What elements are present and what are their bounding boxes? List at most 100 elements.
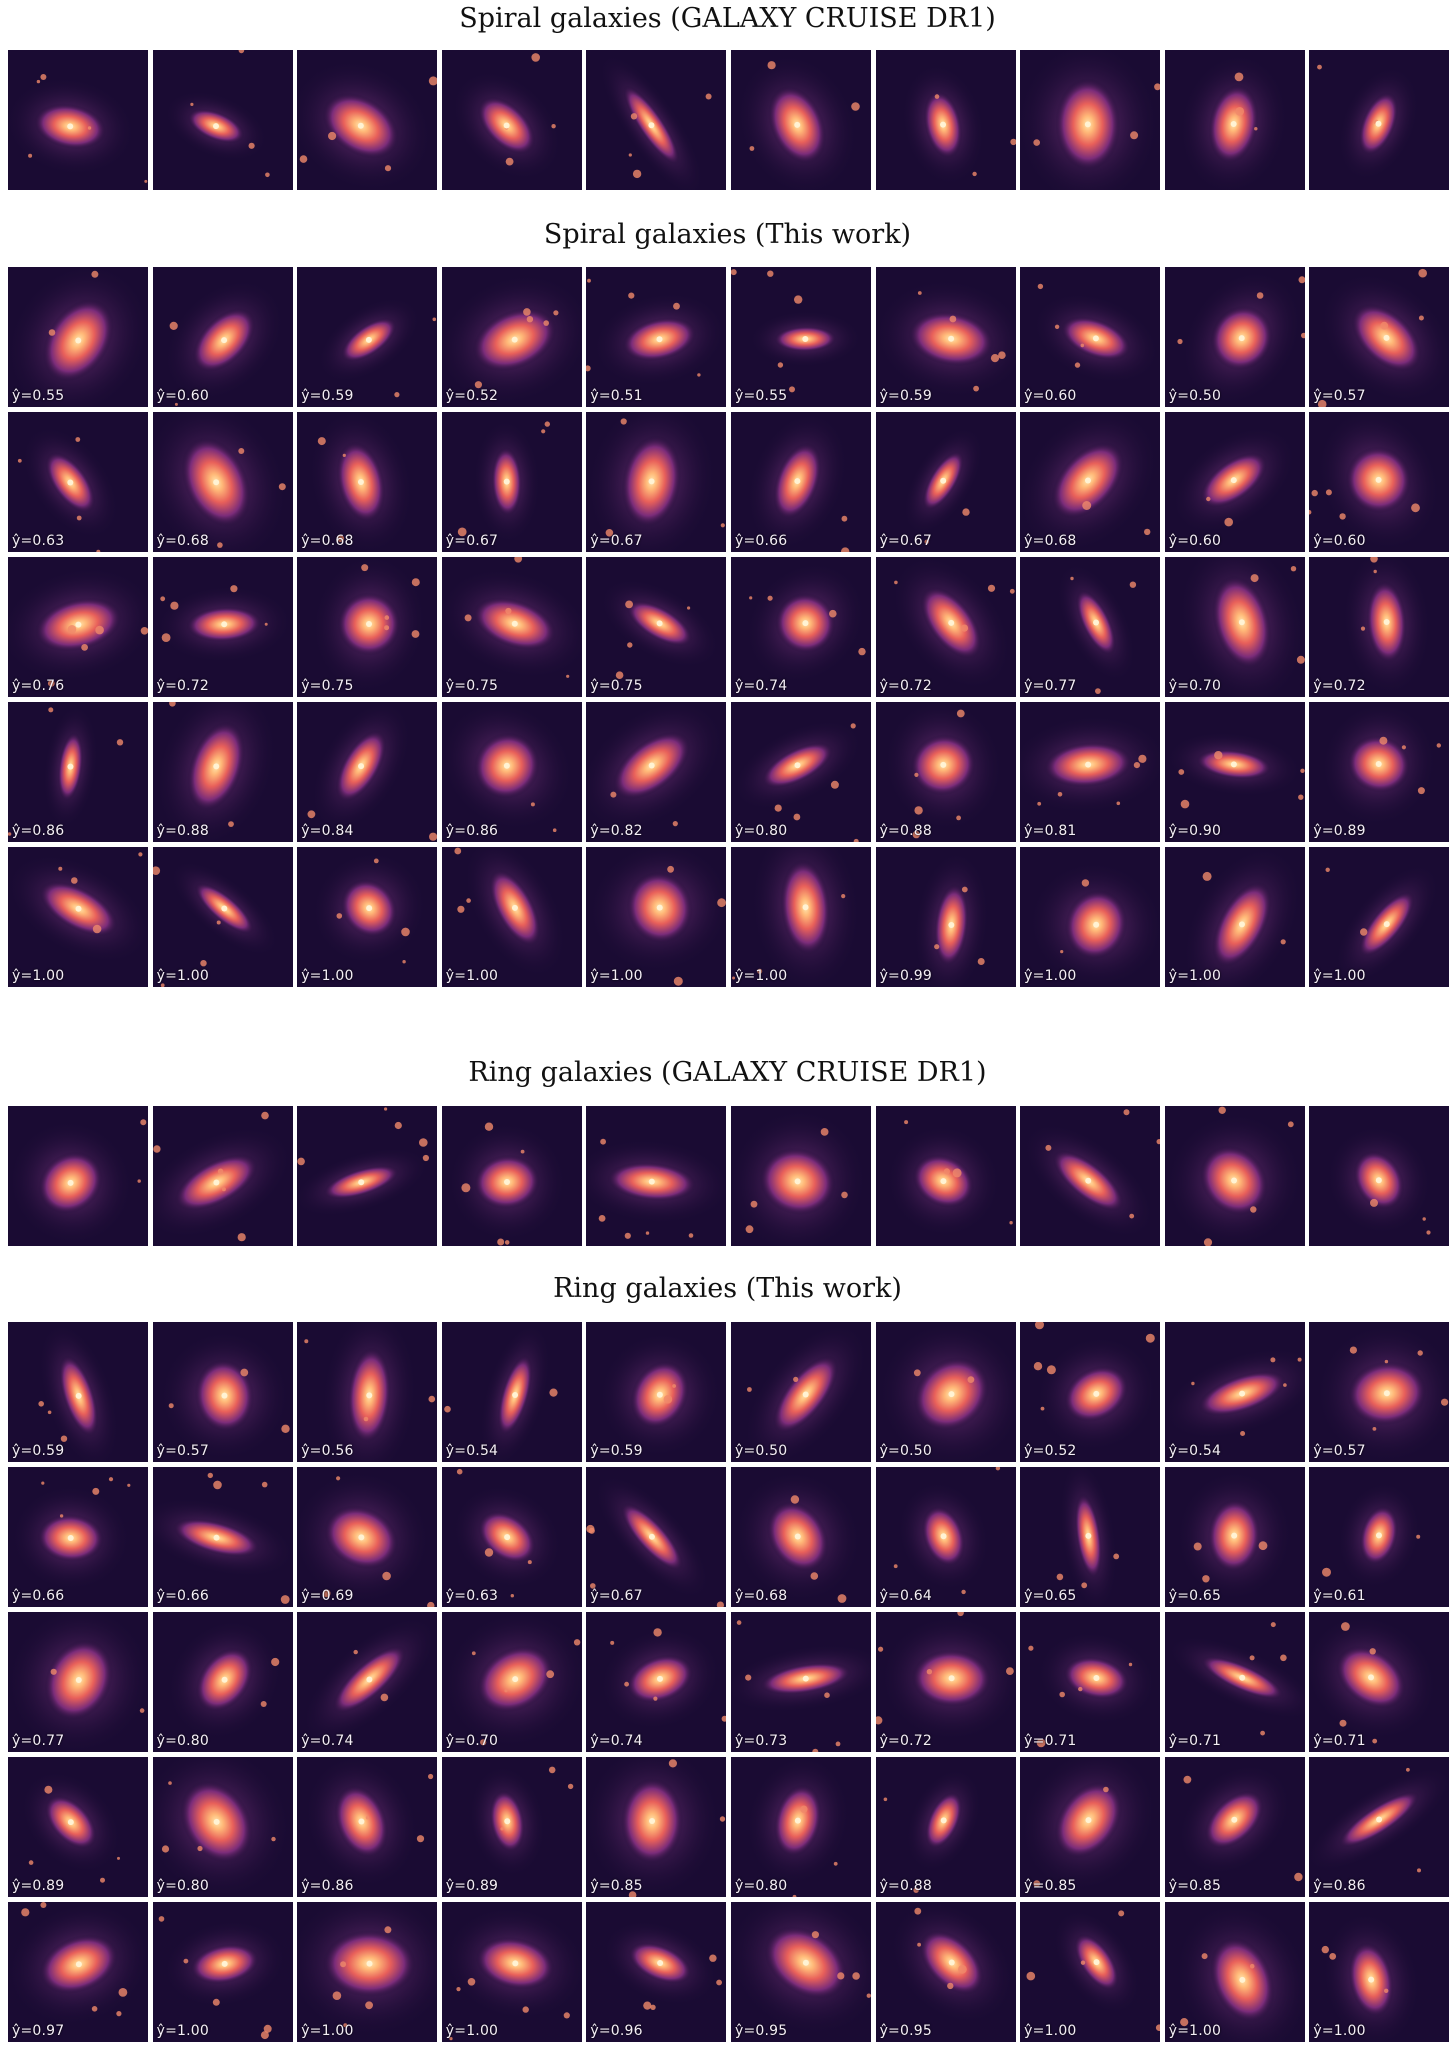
galaxy-image-tile: ŷ=0.95 (875, 1902, 1016, 2042)
galaxy-image (297, 1106, 438, 1246)
section-title-ring-this-work: Ring galaxies (This work) (553, 1273, 902, 1304)
galaxy-image-tile: ŷ=0.55 (8, 267, 148, 407)
prediction-score-label: ŷ=0.67 (445, 533, 499, 549)
galaxy-image-tile: ŷ=0.82 (586, 702, 727, 842)
prediction-score-label: ŷ=0.70 (445, 1733, 499, 1749)
prediction-score-label: ŷ=0.51 (590, 388, 643, 404)
galaxy-image (152, 1467, 293, 1607)
galaxy-image-tile (1020, 50, 1161, 190)
prediction-score-label: ŷ=0.68 (1024, 533, 1077, 549)
galaxy-image-tile: ŷ=0.66 (152, 1467, 293, 1607)
galaxy-image-tile: ŷ=0.88 (152, 702, 293, 842)
galaxy-image (441, 847, 582, 987)
galaxy-image-tile: ŷ=1.00 (441, 847, 582, 987)
galaxy-image (1020, 1106, 1161, 1246)
galaxy-image (1020, 412, 1161, 552)
galaxy-image-tile: ŷ=0.97 (8, 1902, 148, 2042)
galaxy-image-tile: ŷ=0.72 (1309, 557, 1450, 697)
galaxy-image-tile: ŷ=0.75 (586, 557, 727, 697)
galaxy-image-tile: ŷ=0.59 (297, 267, 438, 407)
galaxy-image-tile: ŷ=0.65 (1164, 1467, 1305, 1607)
galaxy-image-tile: ŷ=0.52 (441, 267, 582, 407)
galaxy-image (297, 1757, 438, 1897)
prediction-score-label: ŷ=0.77 (12, 1733, 65, 1749)
galaxy-image-tile: ŷ=0.60 (1164, 412, 1305, 552)
galaxy-image (1164, 1612, 1305, 1752)
grid-ring-dr1 (8, 1106, 1450, 1246)
galaxy-image-tile: ŷ=0.66 (730, 412, 871, 552)
prediction-score-label: ŷ=0.65 (1024, 1588, 1077, 1604)
prediction-score-label: ŷ=0.77 (1024, 678, 1077, 694)
prediction-score-label: ŷ=0.72 (879, 1733, 932, 1749)
prediction-score-label: ŷ=0.67 (590, 533, 643, 549)
galaxy-image-tile: ŷ=0.80 (730, 702, 871, 842)
galaxy-image-tile: ŷ=1.00 (586, 847, 727, 987)
prediction-score-label: ŷ=0.59 (12, 1443, 65, 1459)
section-title-spiral-dr1: Spiral galaxies (GALAXY CRUISE DR1) (459, 3, 996, 34)
prediction-score-label: ŷ=0.95 (879, 2023, 932, 2039)
galaxy-image-tile: ŷ=0.54 (1164, 1322, 1305, 1462)
galaxy-image-tile: ŷ=0.68 (730, 1467, 871, 1607)
galaxy-image (1020, 1902, 1161, 2042)
galaxy-image-tile (152, 1106, 293, 1246)
galaxy-image (8, 1106, 148, 1246)
galaxy-image (1164, 1757, 1305, 1897)
prediction-score-label: ŷ=1.00 (590, 968, 643, 984)
galaxy-image-tile: ŷ=0.50 (875, 1322, 1016, 1462)
galaxy-image-tile (586, 1106, 727, 1246)
galaxy-image (875, 1612, 1016, 1752)
galaxy-image (1309, 1902, 1450, 2042)
section-title-spiral-this-work: Spiral galaxies (This work) (543, 219, 912, 250)
galaxy-image-tile: ŷ=0.65 (1020, 1467, 1161, 1607)
galaxy-image-tile: ŷ=0.77 (1020, 557, 1161, 697)
galaxy-image (152, 412, 293, 552)
prediction-score-label: ŷ=0.76 (12, 678, 65, 694)
prediction-score-label: ŷ=0.89 (1313, 823, 1366, 839)
galaxy-image (875, 847, 1016, 987)
galaxy-image (1309, 267, 1450, 407)
galaxy-image-tile: ŷ=0.89 (441, 1757, 582, 1897)
galaxy-image (8, 1902, 148, 2042)
galaxy-image-tile: ŷ=1.00 (297, 1902, 438, 2042)
galaxy-image-tile: ŷ=1.00 (730, 847, 871, 987)
prediction-score-label: ŷ=0.80 (156, 1878, 209, 1894)
galaxy-image (1309, 1757, 1450, 1897)
prediction-score-label: ŷ=0.85 (1168, 1878, 1222, 1894)
galaxy-image-tile: ŷ=0.67 (586, 412, 727, 552)
galaxy-image-tile: ŷ=0.81 (1020, 702, 1161, 842)
galaxy-image (586, 1106, 727, 1246)
galaxy-image-tile (875, 50, 1016, 190)
galaxy-image-tile: ŷ=0.72 (875, 557, 1016, 697)
galaxy-image (1309, 847, 1450, 987)
galaxy-image (875, 1902, 1016, 2042)
galaxy-image-tile: ŷ=1.00 (1309, 847, 1450, 987)
galaxy-image-tile: ŷ=0.61 (1309, 1467, 1450, 1607)
galaxy-image (297, 267, 438, 407)
galaxy-image-tile: ŷ=0.71 (1309, 1612, 1450, 1752)
galaxy-image (730, 557, 871, 697)
galaxy-image-tile (586, 50, 727, 190)
galaxy-image-tile: ŷ=0.74 (586, 1612, 727, 1752)
galaxy-image (1020, 847, 1161, 987)
galaxy-image (1020, 702, 1161, 842)
galaxy-image-tile: ŷ=0.68 (152, 412, 293, 552)
galaxy-image (586, 267, 727, 407)
prediction-score-label: ŷ=0.60 (156, 388, 209, 404)
galaxy-image (730, 412, 871, 552)
grid-spiral-this-work: ŷ=0.55 (8, 267, 1450, 987)
prediction-score-label: ŷ=0.73 (734, 1733, 788, 1749)
galaxy-image-tile: ŷ=0.56 (297, 1322, 438, 1462)
prediction-score-label: ŷ=0.60 (1168, 533, 1222, 549)
galaxy-image (586, 847, 727, 987)
galaxy-image-tile: ŷ=0.85 (586, 1757, 727, 1897)
galaxy-image (586, 1322, 727, 1462)
galaxy-image (1164, 702, 1305, 842)
galaxy-image (586, 1612, 727, 1752)
galaxy-image-tile (730, 50, 871, 190)
galaxy-image-tile (1309, 50, 1450, 190)
galaxy-image (875, 50, 1016, 190)
galaxy-image-tile: ŷ=0.86 (1309, 1757, 1450, 1897)
prediction-score-label: ŷ=0.97 (12, 2023, 65, 2039)
galaxy-image (8, 702, 148, 842)
prediction-score-label: ŷ=0.59 (301, 388, 354, 404)
